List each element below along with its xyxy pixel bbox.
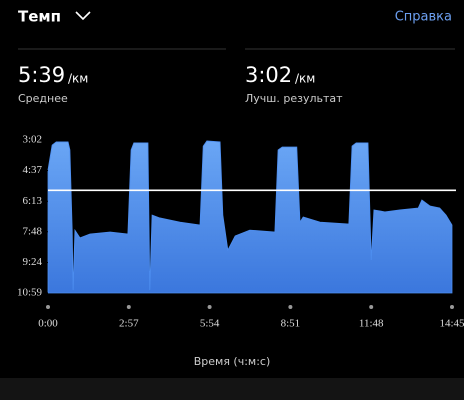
x-tick-label: 0:00: [38, 318, 58, 330]
x-tick-dot: [450, 305, 454, 309]
x-tick-dot: [288, 305, 293, 309]
y-tick-label: 4:37: [22, 164, 42, 176]
x-tick-label: 5:54: [200, 318, 220, 330]
x-tick-label: 8:51: [281, 318, 301, 330]
x-tick-label: 2:57: [119, 318, 139, 330]
y-tick-label: 7:48: [22, 225, 42, 237]
stat-label: Среднее: [18, 92, 68, 105]
y-tick-label: 9:24: [22, 256, 42, 268]
stat-value: 5:39: [18, 63, 65, 87]
x-tick-label: 14:45: [439, 318, 464, 330]
x-tick-dot: [369, 305, 374, 309]
title: Темп: [18, 8, 61, 26]
stat-value: 3:02: [245, 63, 292, 87]
dropdown-chevron[interactable]: [75, 11, 91, 21]
y-tick-label: 3:02: [22, 134, 42, 146]
y-tick-label: 10:59: [17, 287, 43, 299]
x-axis-label: Время (ч:м:с): [194, 355, 271, 368]
stat-unit: /км: [295, 72, 315, 86]
x-tick-dot: [46, 305, 50, 309]
pace-area: [47, 140, 453, 294]
x-tick-dot: [126, 305, 131, 309]
help-link[interactable]: Справка: [395, 10, 452, 25]
stat-unit: /км: [68, 72, 88, 86]
x-tick-dot: [207, 305, 212, 309]
x-tick-label: 11:48: [359, 318, 384, 330]
y-tick-label: 6:13: [22, 195, 42, 207]
stat-label: Лучш. результат: [245, 92, 343, 105]
bottom-bar: [0, 378, 464, 400]
